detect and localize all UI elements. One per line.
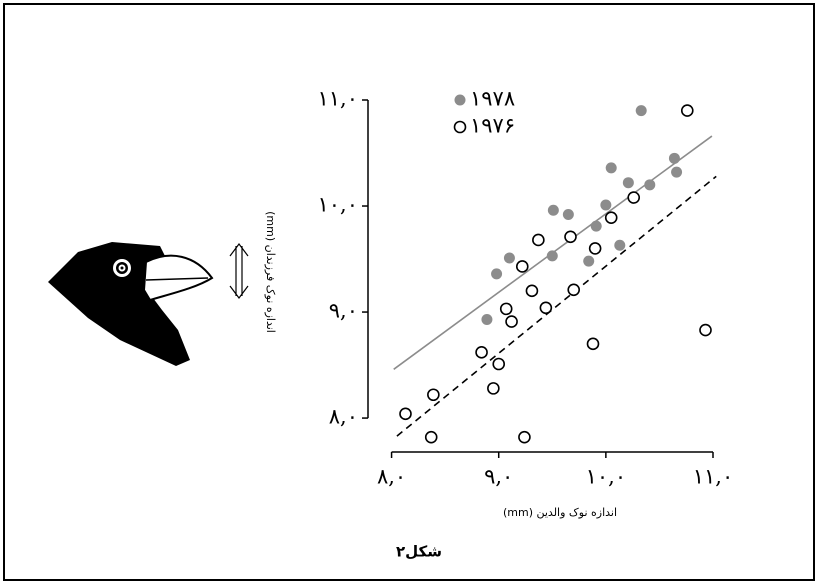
x-tick-label: ۹,۰ <box>484 465 513 489</box>
point <box>481 314 492 325</box>
y-axis-label: اندازه نوک فرزندان (mm) <box>264 211 277 333</box>
point <box>506 316 517 327</box>
point <box>628 192 639 203</box>
point <box>568 284 579 295</box>
legend-label: ۱۹۷۶ <box>470 114 515 138</box>
x-tick-label: ۸,۰ <box>377 465 406 489</box>
x-tick-label: ۱۰,۰ <box>586 465 627 489</box>
y-tick-label: ۸,۰ <box>329 405 358 429</box>
point <box>488 383 499 394</box>
point <box>526 285 537 296</box>
point <box>501 303 512 314</box>
legend-label: ۱۹۷۸ <box>470 87 515 111</box>
chart: اندازه نوک والدین (mm) اندازه نوک فرزندا… <box>0 0 818 584</box>
point <box>671 167 682 178</box>
point <box>614 240 625 251</box>
x-axis-label: اندازه نوک والدین (mm) <box>503 506 617 519</box>
point <box>669 153 680 164</box>
point <box>493 359 504 370</box>
point <box>476 347 487 358</box>
point <box>540 302 551 313</box>
point <box>565 231 576 242</box>
point <box>583 256 594 267</box>
point <box>517 261 528 272</box>
point <box>426 432 437 443</box>
point <box>519 432 530 443</box>
legend-marker <box>455 95 466 106</box>
caption: شکل۲ <box>396 543 442 561</box>
point <box>600 199 611 210</box>
point <box>644 179 655 190</box>
y-tick-label: ۹,۰ <box>329 299 358 323</box>
legend-marker <box>455 122 466 133</box>
page: اندازه نوک والدین (mm) اندازه نوک فرزندا… <box>0 0 818 584</box>
point <box>700 325 711 336</box>
point <box>606 212 617 223</box>
point <box>547 250 558 261</box>
y-tick-label: ۱۱,۰ <box>317 87 358 111</box>
point <box>504 252 515 263</box>
point <box>548 205 559 216</box>
y-tick-label: ۱۰,۰ <box>317 193 358 217</box>
point <box>400 408 411 419</box>
point <box>591 221 602 232</box>
point <box>590 243 601 254</box>
point <box>563 209 574 220</box>
point <box>636 105 647 116</box>
point <box>606 162 617 173</box>
point <box>682 105 693 116</box>
point <box>588 338 599 349</box>
point <box>428 389 439 400</box>
point <box>623 177 634 188</box>
x-tick-label: ۱۱,۰ <box>693 465 734 489</box>
point <box>533 234 544 245</box>
point <box>491 268 502 279</box>
